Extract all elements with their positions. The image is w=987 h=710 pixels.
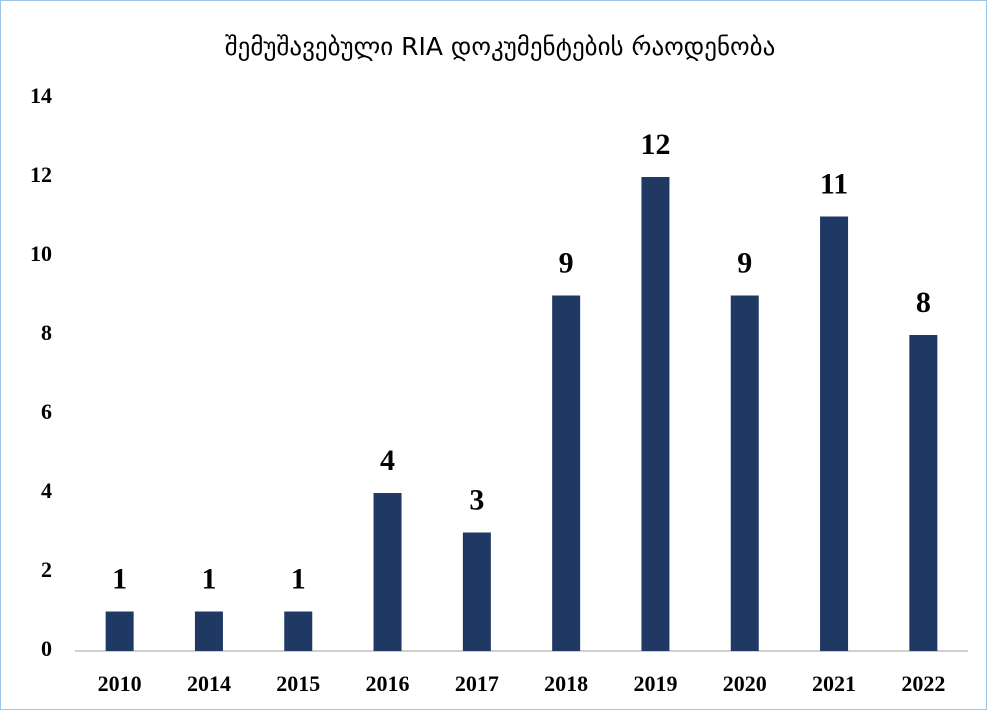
value-label: 1 xyxy=(112,562,127,595)
x-tick-label: 2021 xyxy=(812,671,856,696)
y-tick-label: 2 xyxy=(41,557,52,582)
y-tick-label: 6 xyxy=(41,399,52,424)
x-tick-label: 2018 xyxy=(544,671,588,696)
value-label: 3 xyxy=(469,483,484,516)
x-tick-label: 2014 xyxy=(187,671,231,696)
bar xyxy=(194,611,223,651)
y-tick-label: 14 xyxy=(30,83,52,108)
value-label: 4 xyxy=(380,444,395,477)
value-label: 9 xyxy=(737,246,752,279)
value-label: 12 xyxy=(640,128,670,161)
x-tick-label: 2010 xyxy=(98,671,142,696)
value-label: 11 xyxy=(820,167,848,200)
y-tick-label: 10 xyxy=(30,241,52,266)
x-tick-label: 2020 xyxy=(723,671,767,696)
value-label: 1 xyxy=(201,562,216,595)
bar xyxy=(730,295,759,651)
y-tick-label: 8 xyxy=(41,320,52,345)
bar xyxy=(462,532,491,651)
bar xyxy=(373,493,402,651)
value-label: 9 xyxy=(559,246,574,279)
x-tick-label: 2016 xyxy=(366,671,410,696)
bar xyxy=(284,611,313,651)
value-label: 1 xyxy=(291,562,306,595)
x-tick-label: 2019 xyxy=(633,671,677,696)
x-tick-label: 2015 xyxy=(276,671,320,696)
chart-title: შემუშავებული RIA დოკუმენტების რაოდენობა xyxy=(225,32,776,61)
y-tick-label: 12 xyxy=(30,162,52,187)
bar xyxy=(909,335,938,651)
bar xyxy=(105,611,134,651)
x-tick-label: 2022 xyxy=(901,671,945,696)
bar xyxy=(552,295,581,651)
y-tick-label: 0 xyxy=(41,636,52,661)
y-tick-label: 4 xyxy=(41,478,52,503)
x-tick-label: 2017 xyxy=(455,671,499,696)
bar xyxy=(641,177,670,651)
bar xyxy=(820,216,849,651)
value-label: 8 xyxy=(916,286,931,319)
